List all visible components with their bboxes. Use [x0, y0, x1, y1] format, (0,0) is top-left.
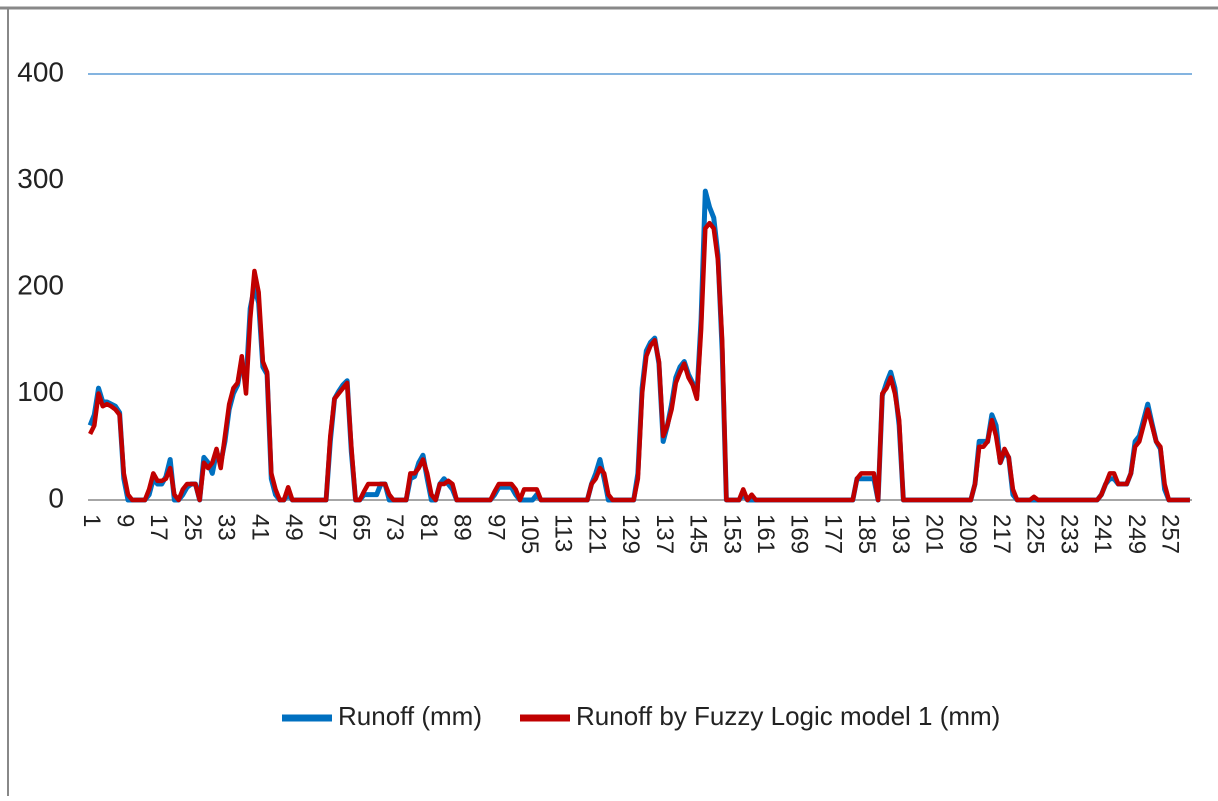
x-tick-label: 137 [651, 514, 678, 554]
x-tick-label: 113 [550, 514, 577, 552]
y-tick-label: 100 [17, 376, 64, 407]
x-tick-label: 81 [415, 514, 442, 541]
y-tick-label: 200 [17, 269, 64, 300]
y-tick-label: 0 [48, 482, 64, 513]
series-line [88, 220, 1190, 503]
x-tick-label: 17 [145, 514, 172, 541]
x-tick-label: 201 [921, 514, 948, 554]
legend-label: Runoff (mm) [338, 701, 482, 731]
x-tick-label: 129 [617, 514, 644, 554]
x-tick-label: 241 [1089, 514, 1116, 554]
x-tick-label: 233 [1055, 514, 1082, 554]
legend-label: Runoff by Fuzzy Logic model 1 (mm) [576, 701, 1000, 731]
x-tick-label: 169 [786, 514, 813, 554]
x-tick-label: 257 [1156, 514, 1183, 554]
x-tick-label: 89 [449, 514, 476, 541]
x-tick-label: 73 [381, 514, 408, 541]
x-tick-label: 65 [347, 514, 374, 541]
x-tick-label: 1 [78, 514, 105, 527]
x-tick-label: 153 [718, 514, 745, 554]
x-tick-label: 185 [853, 514, 880, 554]
x-tick-label: 49 [280, 514, 307, 541]
x-tick-label: 225 [1022, 514, 1049, 554]
x-tick-label: 145 [685, 514, 712, 554]
x-tick-label: 121 [583, 514, 610, 554]
x-tick-label: 193 [887, 514, 914, 554]
x-tick-label: 9 [111, 514, 138, 527]
x-tick-label: 41 [246, 514, 273, 541]
x-tick-label: 249 [1123, 514, 1150, 554]
y-tick-label: 300 [17, 163, 64, 194]
x-tick-label: 33 [213, 514, 240, 541]
y-tick-label: 400 [17, 56, 64, 87]
x-tick-label: 177 [819, 514, 846, 554]
x-tick-label: 161 [752, 514, 779, 554]
x-tick-label: 25 [179, 514, 206, 541]
x-tick-label: 97 [482, 514, 509, 541]
x-tick-label: 209 [954, 514, 981, 554]
x-tick-label: 57 [314, 514, 341, 541]
x-tick-label: 105 [516, 514, 543, 554]
x-tick-label: 217 [988, 514, 1015, 554]
